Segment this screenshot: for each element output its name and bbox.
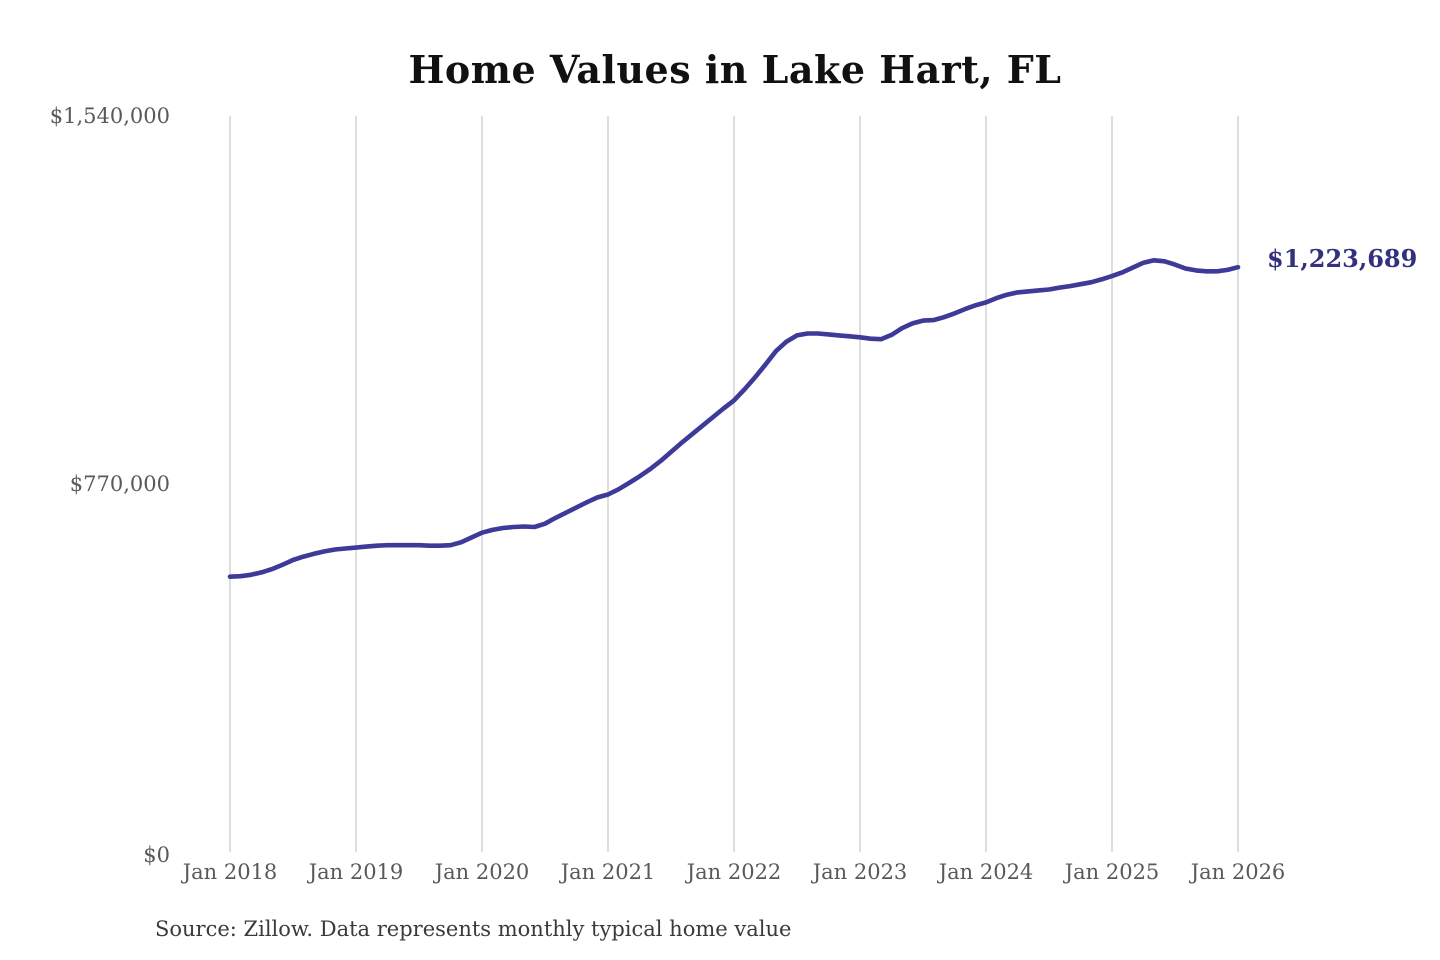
y-tick-label: $770,000	[69, 472, 170, 496]
home-value-line	[227, 258, 1241, 579]
x-tick-label: Jan 2022	[686, 860, 782, 884]
source-note: Source: Zillow. Data represents monthly …	[155, 917, 792, 941]
chart-title: Home Values in Lake Hart, FL	[408, 47, 1062, 92]
x-tick-label: Jan 2024	[938, 860, 1034, 884]
y-tick-label: $1,540,000	[49, 104, 170, 128]
x-tick-label: Jan 2020	[434, 860, 530, 884]
x-tick-label: Jan 2021	[560, 860, 656, 884]
x-tick-label: Jan 2019	[308, 860, 404, 884]
x-tick-label: Jan 2018	[182, 860, 278, 884]
x-tick-label: Jan 2025	[1064, 860, 1160, 884]
x-tick-label: Jan 2026	[1190, 860, 1286, 884]
y-tick-label: $0	[143, 843, 170, 867]
latest-value-label: $1,223,689	[1267, 244, 1418, 274]
x-tick-label: Jan 2023	[812, 860, 908, 884]
